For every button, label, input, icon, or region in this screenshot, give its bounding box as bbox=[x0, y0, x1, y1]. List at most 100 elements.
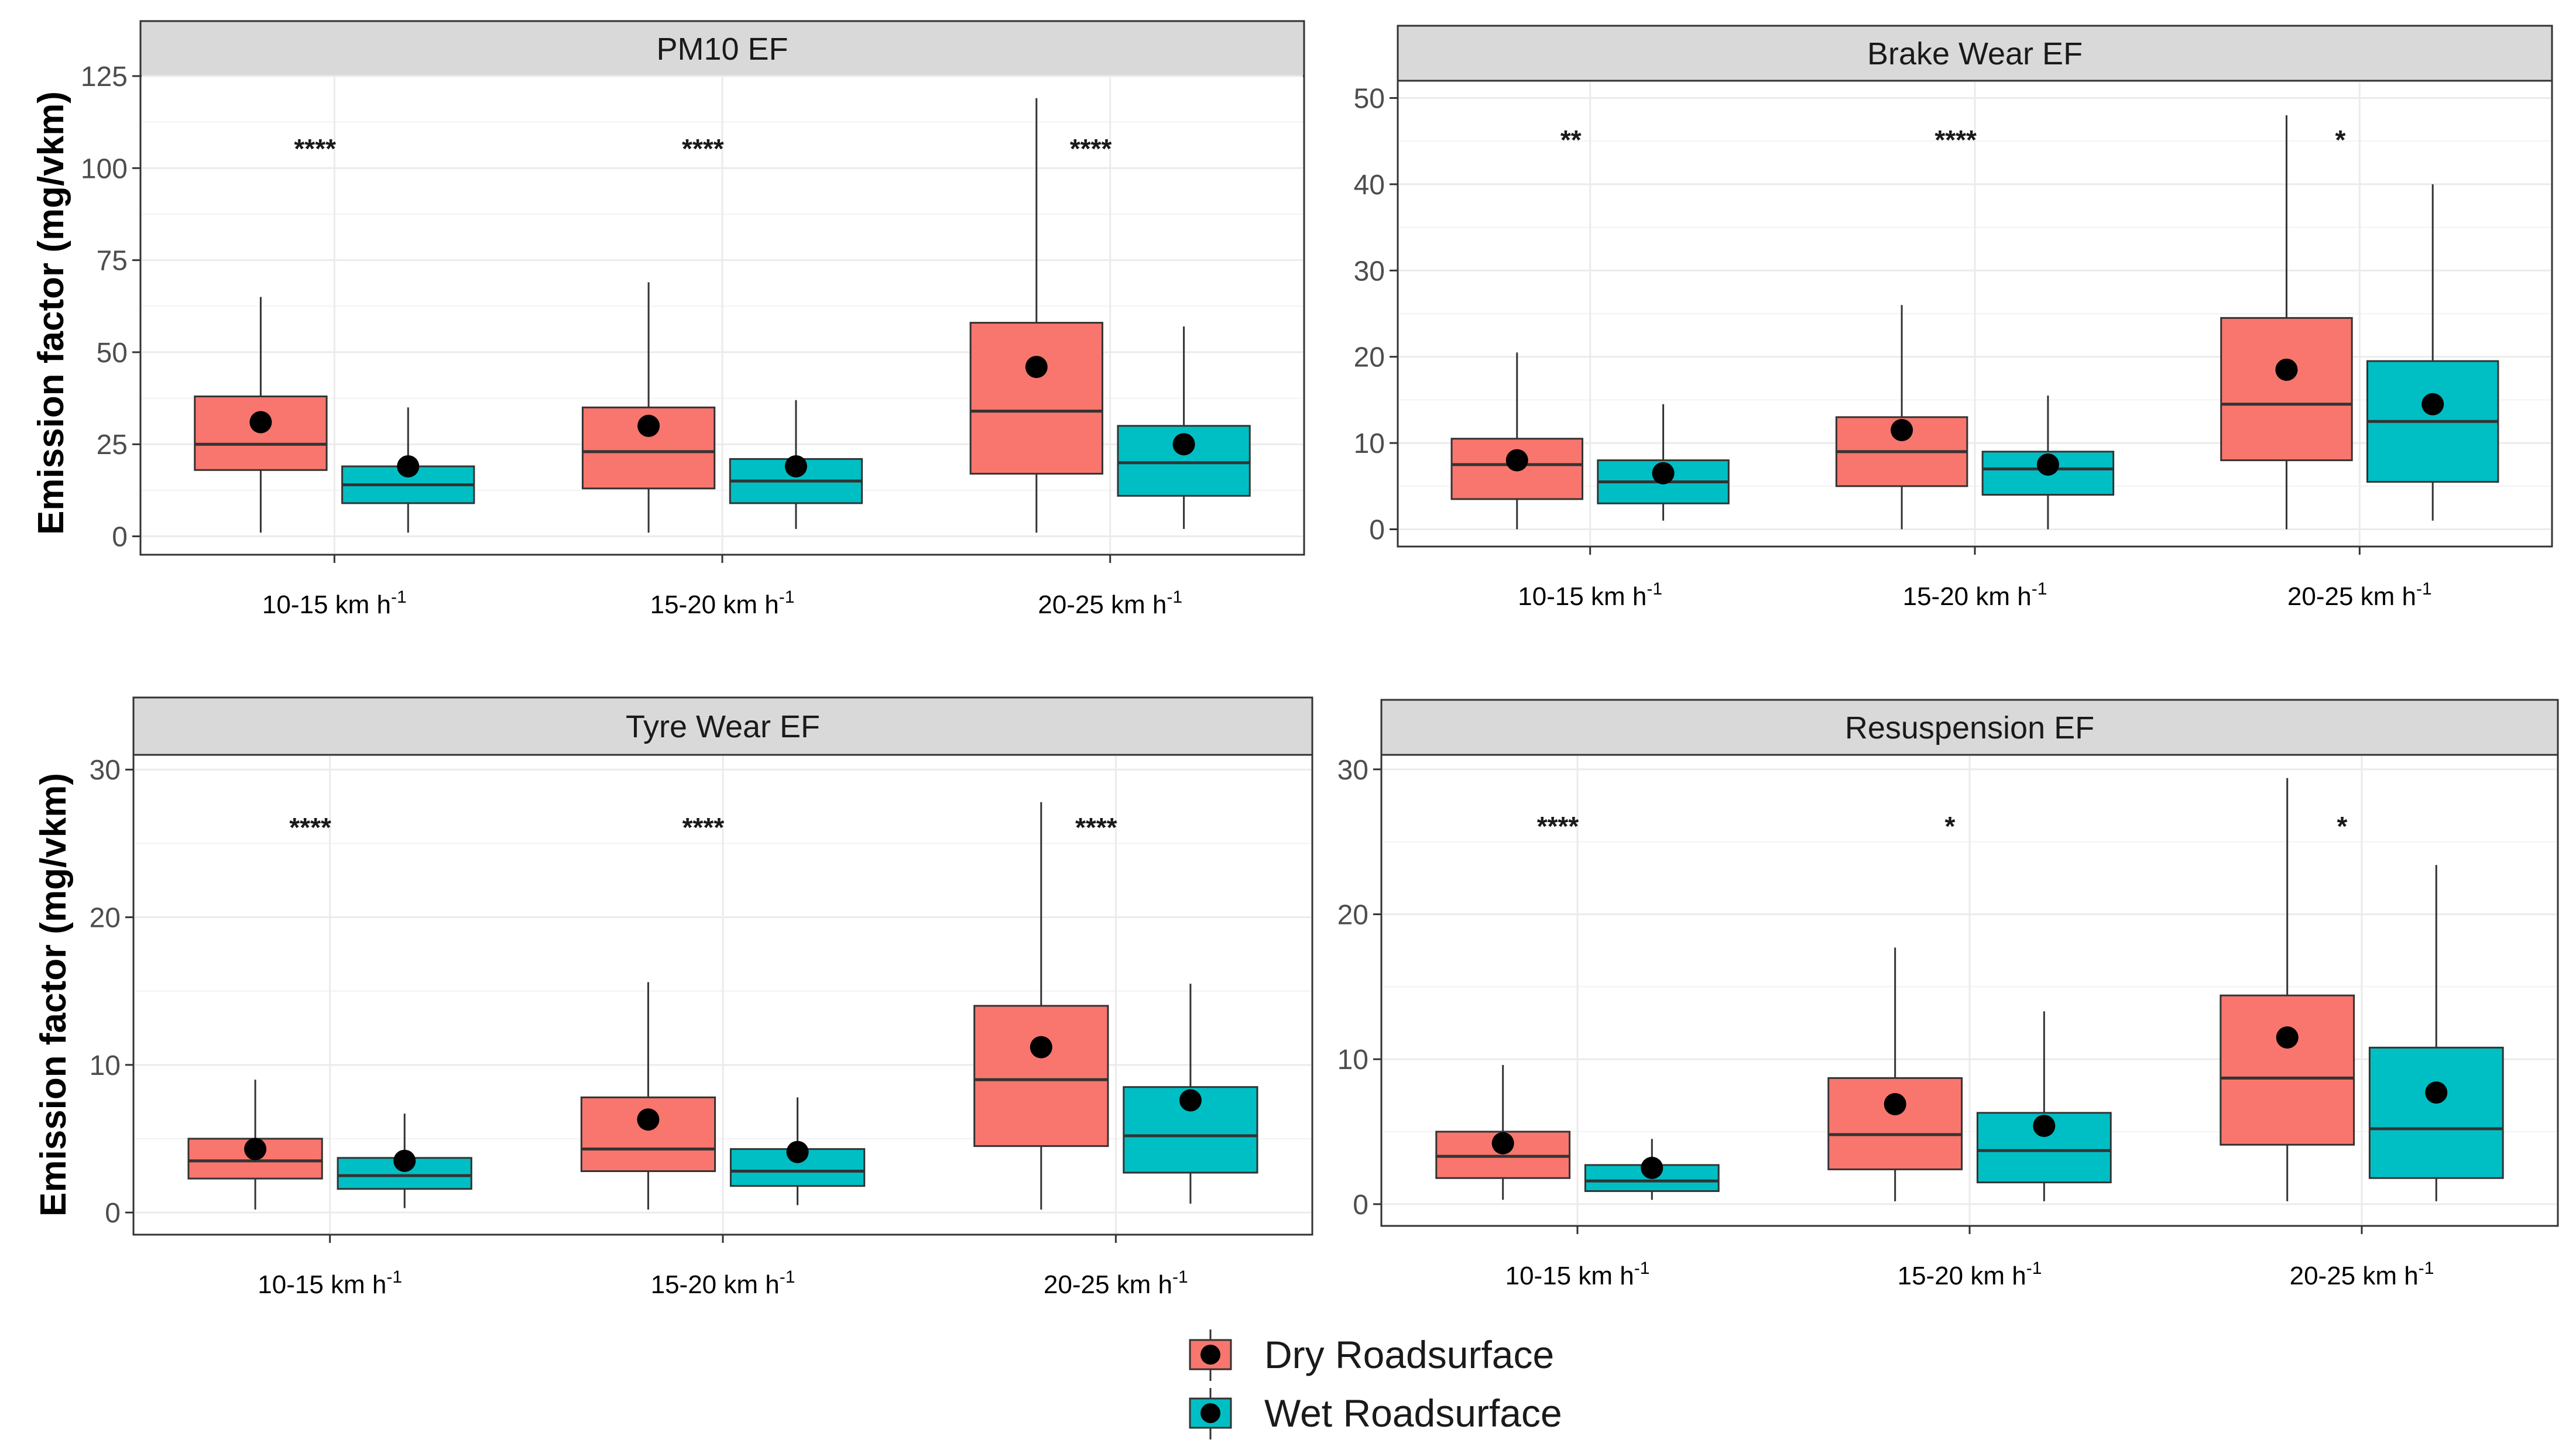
significance-label: * bbox=[2335, 125, 2346, 155]
iqr-box bbox=[969, 322, 1103, 475]
mean-point bbox=[249, 411, 272, 434]
y-tick-label: 0 bbox=[112, 522, 128, 553]
legend-key-mean-dot bbox=[1200, 1403, 1220, 1423]
dry-box-1 bbox=[1450, 352, 1584, 530]
facet-title: Resuspension EF bbox=[1845, 710, 2094, 745]
mean-point bbox=[2036, 453, 2059, 476]
wet-box-3 bbox=[1117, 326, 1251, 529]
mean-point bbox=[1030, 1036, 1052, 1059]
y-tick-label: 30 bbox=[1354, 256, 1385, 287]
significance-label: **** bbox=[682, 812, 725, 843]
mean-point bbox=[244, 1138, 267, 1160]
legend-label-dry: Dry Roadsurface bbox=[1264, 1333, 1554, 1376]
facet-title: Brake Wear EF bbox=[1867, 36, 2083, 71]
y-tick-label: 0 bbox=[1369, 515, 1385, 546]
mean-point bbox=[637, 1108, 660, 1131]
mean-point bbox=[1891, 419, 1913, 441]
mean-point bbox=[2425, 1081, 2448, 1104]
mean-point bbox=[2276, 1026, 2299, 1049]
x-category-label: 15-20 km h-1 bbox=[651, 1267, 795, 1299]
x-category-label: 20-25 km h-1 bbox=[2287, 579, 2432, 611]
mean-point bbox=[1641, 1156, 1663, 1179]
wet-box-2 bbox=[1981, 396, 2115, 530]
facet-title: PM10 EF bbox=[656, 32, 788, 67]
x-category-label: 10-15 km h-1 bbox=[1518, 579, 1662, 611]
mean-point bbox=[784, 455, 807, 477]
legend: Dry Roadsurface Wet Roadsurface bbox=[1189, 1329, 1562, 1439]
significance-label: **** bbox=[289, 812, 331, 843]
y-axis-label-top: Emission factor (mg/vkm) bbox=[31, 91, 71, 535]
mean-point bbox=[2033, 1115, 2056, 1138]
significance-label: **** bbox=[1075, 812, 1117, 843]
y-tick-label: 50 bbox=[1354, 83, 1385, 114]
mean-point bbox=[786, 1140, 809, 1163]
x-category-label: 15-20 km h-1 bbox=[650, 587, 795, 619]
facet-strip bbox=[132, 696, 1313, 756]
y-tick-label: 10 bbox=[1354, 428, 1385, 459]
legend-item-dry: Dry Roadsurface bbox=[1189, 1329, 1554, 1381]
y-tick-label: 30 bbox=[1337, 755, 1368, 786]
mean-point bbox=[1652, 462, 1675, 485]
y-tick-label: 75 bbox=[97, 246, 128, 277]
y-tick-label: 0 bbox=[105, 1198, 121, 1229]
wet-box-3 bbox=[2368, 865, 2504, 1201]
y-tick-label: 100 bbox=[81, 153, 128, 184]
x-category-label: 20-25 km h-1 bbox=[1044, 1267, 1188, 1299]
iqr-box bbox=[2220, 317, 2353, 462]
tyre-wear-panel: Tyre Wear EF 0 10 20 30 **** **** **** 10-15 km … bbox=[90, 696, 1313, 1299]
y-tick-label: 20 bbox=[1354, 342, 1385, 373]
mean-point bbox=[1172, 433, 1195, 456]
significance-label: **** bbox=[682, 133, 724, 164]
x-category-label: 10-15 km h-1 bbox=[262, 587, 407, 619]
dry-box-2 bbox=[1835, 305, 1968, 530]
y-tick-label: 10 bbox=[1337, 1044, 1368, 1076]
dry-box-2 bbox=[581, 282, 716, 533]
dry-box-1 bbox=[187, 1080, 323, 1210]
iqr-box bbox=[1123, 1086, 1258, 1174]
wet-box-1 bbox=[341, 407, 475, 533]
mean-point bbox=[393, 1149, 416, 1172]
facet-strip bbox=[1397, 25, 2553, 82]
mean-point bbox=[637, 414, 660, 437]
x-category-label: 20-25 km h-1 bbox=[1038, 587, 1182, 619]
wet-box-1 bbox=[1584, 1139, 1720, 1200]
dry-box-3 bbox=[969, 98, 1103, 533]
significance-label: **** bbox=[1070, 133, 1112, 164]
y-tick-label: 0 bbox=[1353, 1190, 1368, 1221]
x-category-label: 15-20 km h-1 bbox=[1898, 1259, 2042, 1290]
wet-box-2 bbox=[1976, 1011, 2112, 1201]
dry-box-1 bbox=[194, 297, 328, 533]
mean-point bbox=[1179, 1089, 1202, 1112]
wet-box-1 bbox=[337, 1114, 472, 1208]
facet-strip bbox=[139, 20, 1305, 77]
y-tick-label: 125 bbox=[81, 61, 128, 92]
x-category-label: 15-20 km h-1 bbox=[1903, 579, 2047, 611]
y-tick-label: 40 bbox=[1354, 170, 1385, 201]
iqr-box bbox=[2368, 1046, 2504, 1179]
significance-label: ** bbox=[1560, 125, 1582, 155]
iqr-box bbox=[1827, 1077, 1963, 1170]
y-tick-label: 20 bbox=[90, 903, 121, 934]
mean-point bbox=[2275, 358, 2298, 381]
wet-box-3 bbox=[2366, 184, 2499, 521]
wet-box-2 bbox=[729, 400, 863, 529]
significance-label: **** bbox=[1934, 125, 1977, 155]
dry-box-3 bbox=[2220, 115, 2353, 530]
dry-box-3 bbox=[2220, 778, 2355, 1201]
significance-label: **** bbox=[1537, 811, 1579, 841]
x-category-label: 20-25 km h-1 bbox=[2290, 1259, 2434, 1290]
iqr-box bbox=[973, 1005, 1109, 1147]
y-tick-label: 20 bbox=[1337, 899, 1368, 930]
legend-item-wet: Wet Roadsurface bbox=[1189, 1388, 1562, 1439]
legend-key-mean-dot bbox=[1200, 1345, 1220, 1365]
x-category-label: 10-15 km h-1 bbox=[258, 1267, 402, 1299]
mean-point bbox=[1505, 449, 1528, 472]
y-tick-label: 50 bbox=[97, 338, 128, 369]
mean-point bbox=[1025, 356, 1048, 379]
significance-label: * bbox=[1945, 811, 1956, 841]
y-tick-label: 10 bbox=[90, 1050, 121, 1081]
wet-box-2 bbox=[729, 1097, 866, 1205]
